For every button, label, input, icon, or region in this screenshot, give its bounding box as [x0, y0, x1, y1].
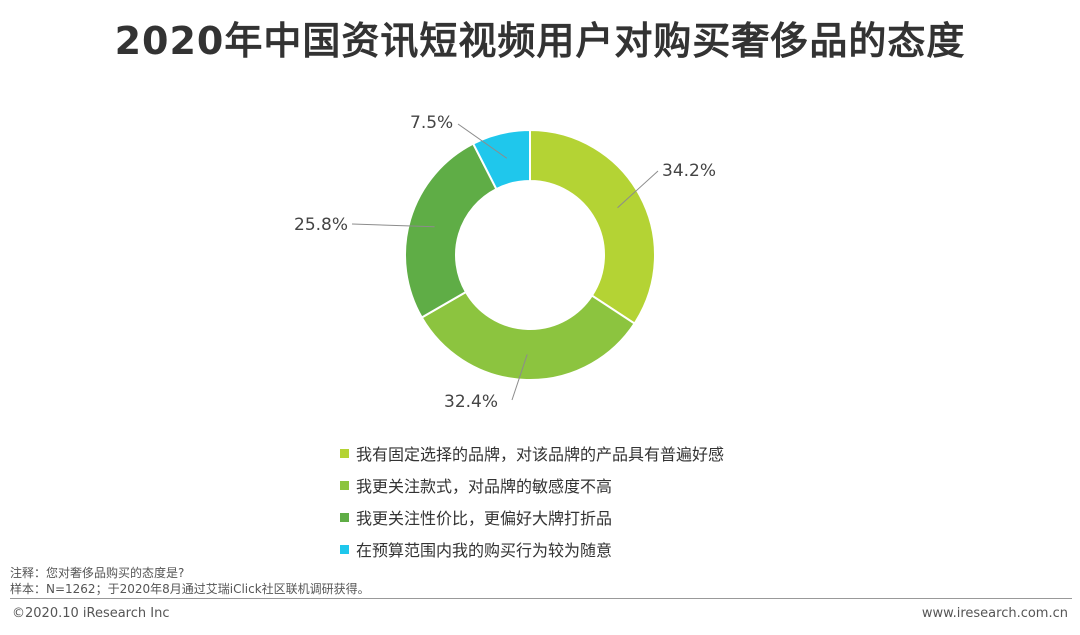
leader-line-3: [351, 223, 435, 228]
donut-slice-1: [529, 128, 656, 325]
footer-divider: [10, 598, 1072, 599]
legend-label-1: 我有固定选择的品牌，对该品牌的产品具有普遍好感: [356, 445, 725, 464]
slice-value-label-2: 32.4%: [444, 392, 498, 412]
slice-value-label-1: 34.2%: [662, 161, 716, 181]
legend-swatch-4: [340, 544, 349, 554]
legend-swatch-3: [340, 512, 349, 522]
donut-slice-2: [420, 290, 636, 381]
legend-item-3: 我更关注性价比，更偏好大牌打折品: [340, 501, 900, 533]
legend-swatch-2: [340, 480, 349, 490]
legend-label-2: 我更关注款式，对品牌的敏感度不高: [356, 477, 613, 496]
leader-line-1: [617, 170, 659, 209]
chart-title: 2020年中国资讯短视频用户对购买奢侈品的态度: [114, 19, 966, 63]
slice-value-label-3: 25.8%: [294, 215, 348, 235]
donut-slice-3: [404, 142, 498, 319]
legend-item-1: 我有固定选择的品牌，对该品牌的产品具有普遍好感: [340, 437, 900, 469]
legend-item-2: 我更关注款式，对品牌的敏感度不高: [340, 469, 900, 501]
note-sample: 样本：N=1262；于2020年8月通过艾瑞iClick社区联机调研获得。: [10, 582, 370, 596]
leader-line-4: [457, 123, 508, 159]
legend-item-4: 在预算范围内我的购买行为较为随意: [340, 533, 900, 565]
legend-label-3: 我更关注性价比，更偏好大牌打折品: [356, 509, 613, 528]
copyright-text: ©2020.10 iResearch Inc: [12, 606, 170, 621]
note-question: 注释：您对奢侈品购买的态度是?: [10, 566, 185, 580]
website-text: www.iresearch.com.cn: [921, 606, 1068, 621]
legend: 我有固定选择的品牌，对该品牌的产品具有普遍好感 我更关注款式，对品牌的敏感度不高我…: [340, 437, 900, 565]
donut-chart: 34.2% 32.4% 25.8% 7.5%: [294, 113, 716, 412]
legend-label-4: 在预算范围内我的购买行为较为随意: [356, 541, 613, 560]
leader-line-2: [511, 354, 528, 401]
legend-swatch-1: [340, 448, 349, 458]
slice-value-label-4: 7.5%: [410, 113, 453, 133]
